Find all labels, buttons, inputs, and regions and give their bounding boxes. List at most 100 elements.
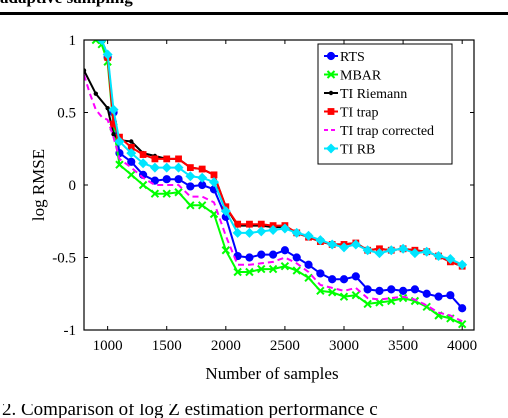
data-point [374, 248, 385, 259]
data-point [339, 242, 349, 253]
legend-marker [328, 90, 334, 96]
data-point [186, 182, 195, 191]
x-tick-label: 1500 [152, 338, 182, 354]
series-ti-rb [96, 40, 468, 270]
data-point [257, 220, 265, 228]
log-rmse-chart: 1000 1500 2000 2500 3000 3500 4000 1 0.5 0 -0.5 -1… [29, 33, 477, 383]
data-point [110, 120, 117, 128]
data-point [220, 206, 231, 217]
data-point [316, 286, 325, 296]
data-point [257, 264, 266, 274]
data-point [292, 266, 301, 275]
data-point [127, 143, 135, 151]
data-point [93, 91, 99, 96]
data-point [362, 245, 373, 256]
legend-marker [326, 143, 336, 154]
data-point [398, 293, 408, 303]
data-point [256, 226, 267, 237]
x-tick-label: 1000 [93, 338, 123, 354]
data-point [339, 275, 349, 284]
data-point [245, 253, 254, 262]
legend-label: TI RB [340, 143, 375, 158]
top-caption-fragment: adaptive sampling [0, 0, 508, 10]
data-point [304, 260, 313, 269]
data-point [161, 162, 172, 173]
y-tick-label: 0.5 [57, 106, 76, 122]
legend-marker [326, 70, 336, 79]
data-point [197, 201, 207, 210]
data-point [138, 180, 148, 190]
legend-label: TI trap corrected [340, 124, 434, 139]
top-rule [0, 12, 508, 15]
data-point [280, 261, 290, 271]
data-point [209, 177, 219, 188]
data-point [139, 151, 147, 158]
data-point [363, 285, 372, 294]
data-point [162, 189, 171, 198]
x-tick-label: 2000 [211, 338, 241, 354]
data-point [433, 251, 444, 262]
data-point [339, 292, 349, 301]
data-point [351, 290, 361, 300]
legend-marker [326, 51, 336, 61]
data-point [457, 319, 467, 329]
data-point [126, 148, 137, 159]
data-point [315, 235, 326, 246]
data-point [363, 299, 372, 309]
data-point [268, 250, 278, 259]
data-point [186, 164, 194, 171]
data-point [233, 267, 242, 277]
data-point [316, 269, 325, 278]
series-line [95, 40, 463, 326]
data-point [151, 155, 159, 163]
bottom-caption-fragment: 2. Comparison of log Z estimation perfor… [0, 404, 508, 418]
data-point [91, 40, 101, 45]
data-point [257, 250, 266, 259]
data-point [173, 162, 184, 173]
data-point [458, 304, 467, 313]
legend-label: RTS [340, 50, 365, 65]
series-mbar [91, 40, 467, 329]
legend: RTS MBAR TI Riemann TI trap TI trap correcte… [317, 43, 453, 165]
data-point [292, 253, 301, 262]
data-point [280, 246, 290, 255]
x-tick-label: 2500 [270, 338, 300, 354]
data-point [303, 230, 314, 241]
legend-box [317, 43, 453, 165]
data-point [163, 155, 171, 163]
data-point [351, 272, 360, 281]
data-point [327, 239, 338, 250]
data-point [398, 286, 408, 295]
series-layer [84, 40, 468, 329]
data-point [198, 165, 206, 173]
data-point [96, 40, 107, 45]
data-point [102, 49, 113, 60]
x-tick-label: 3500 [388, 338, 418, 354]
data-point [174, 188, 183, 197]
data-point [268, 264, 278, 274]
data-point [114, 136, 125, 147]
data-point [327, 288, 337, 297]
data-point [174, 175, 183, 184]
data-point [410, 285, 420, 294]
data-point [127, 170, 136, 180]
y-tick-label: 0 [69, 178, 77, 194]
y-axis: 1 0.5 0 -0.5 -1 [52, 33, 474, 339]
data-point [149, 162, 160, 173]
data-point [162, 175, 171, 184]
y-tick-label: 1 [69, 33, 77, 49]
bottom-caption-text: 2. Comparison of log Z estimation perfor… [2, 404, 378, 418]
legend-label: TI Riemann [340, 87, 407, 102]
data-point [129, 139, 134, 144]
series-ti-trap-corrected [84, 74, 463, 323]
data-point [422, 289, 431, 298]
y-axis-label: log RMSE [29, 149, 48, 221]
series-line [84, 74, 463, 323]
data-point [279, 223, 290, 234]
y-tick-label: -1 [64, 323, 77, 339]
data-point [115, 160, 124, 169]
data-point [244, 227, 255, 238]
data-point [457, 259, 468, 270]
data-point [386, 245, 397, 256]
data-point [186, 201, 195, 210]
